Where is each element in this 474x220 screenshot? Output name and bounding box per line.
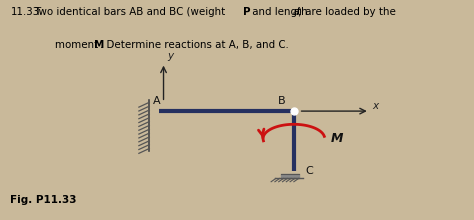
Text: P: P [243,7,250,16]
Text: M: M [330,132,343,145]
Bar [281,174,290,178]
Text: Fig. P11.33: Fig. P11.33 [10,195,77,205]
Text: ) are loaded by the: ) are loaded by the [298,7,395,16]
Text: a: a [293,7,299,16]
Text: . Determine reactions at A, B, and C.: . Determine reactions at A, B, and C. [100,40,289,50]
Text: y: y [167,51,173,61]
Text: and length: and length [249,7,311,16]
Text: M: M [94,40,105,50]
Text: x: x [372,101,378,111]
Text: 11.33: 11.33 [10,7,40,16]
Text: Two identical bars AB and BC (weight: Two identical bars AB and BC (weight [34,7,228,16]
Text: A: A [153,96,160,106]
Bar [291,174,299,178]
Text: C: C [306,165,313,176]
Text: B: B [278,96,286,106]
Text: moment: moment [55,40,101,50]
